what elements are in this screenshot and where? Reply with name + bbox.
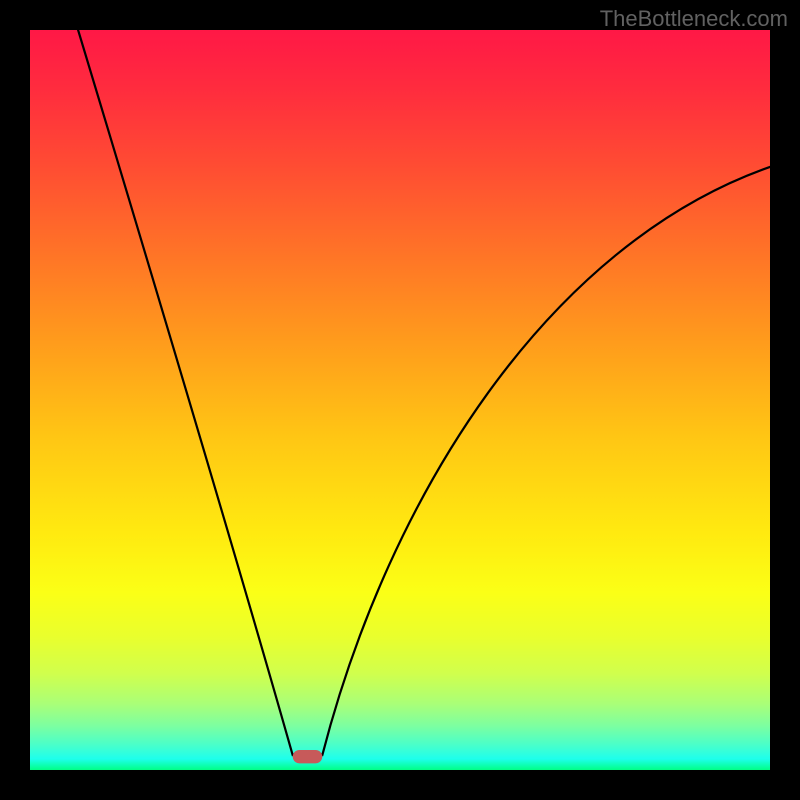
watermark-text: TheBottleneck.com	[600, 6, 788, 32]
bottleneck-chart	[30, 30, 770, 770]
gradient-background	[30, 30, 770, 770]
optimal-marker	[293, 750, 323, 763]
plot-area	[30, 30, 770, 770]
